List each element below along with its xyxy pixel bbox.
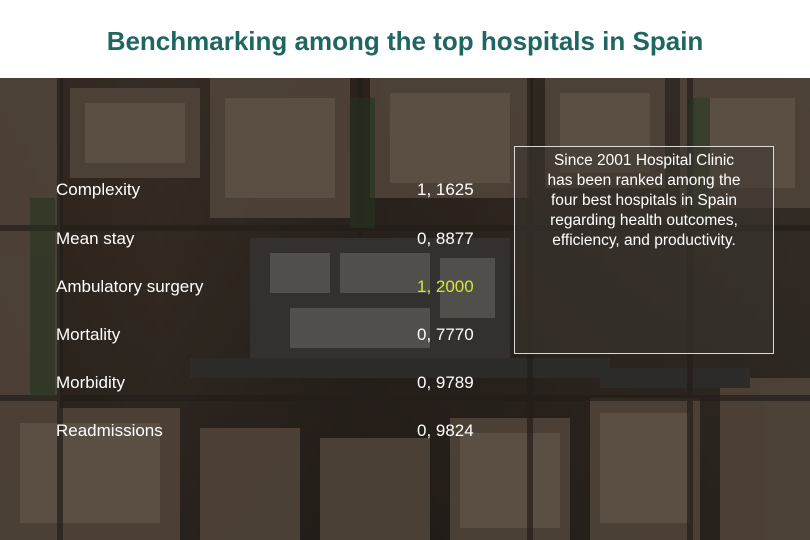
city-blocks-illustration [0,78,810,540]
metric-label: Readmissions [56,421,163,440]
metric-label: Complexity [56,180,141,199]
metric-value: 0, 9824 [417,421,474,440]
title-bar: Benchmarking among the top hospitals in … [0,0,810,78]
slide-title: Benchmarking among the top hospitals in … [106,26,704,56]
note-line: efficiency, and productivity. [552,232,736,249]
metric-value: 0, 9789 [417,373,474,392]
metric-value-highlighted: 1, 2000 [417,277,474,296]
metric-value: 0, 8877 [417,229,474,248]
metric-label: Mortality [56,325,121,344]
note-line: Since 2001 Hospital Clinic [553,152,735,169]
note-line: regarding health outcomes, [550,212,738,229]
metric-label: Ambulatory surgery [56,277,204,296]
metric-label: Mean stay [56,229,135,248]
metric-value: 1, 1625 [417,180,474,199]
note-line: has been ranked among the [547,172,741,189]
ranking-note-box: Since 2001 Hospital Clinic has been rank… [514,146,774,354]
note-line: four best hospitals in Spain [550,192,738,209]
metric-label: Morbidity [56,373,125,392]
metric-value: 0, 7770 [417,325,474,344]
